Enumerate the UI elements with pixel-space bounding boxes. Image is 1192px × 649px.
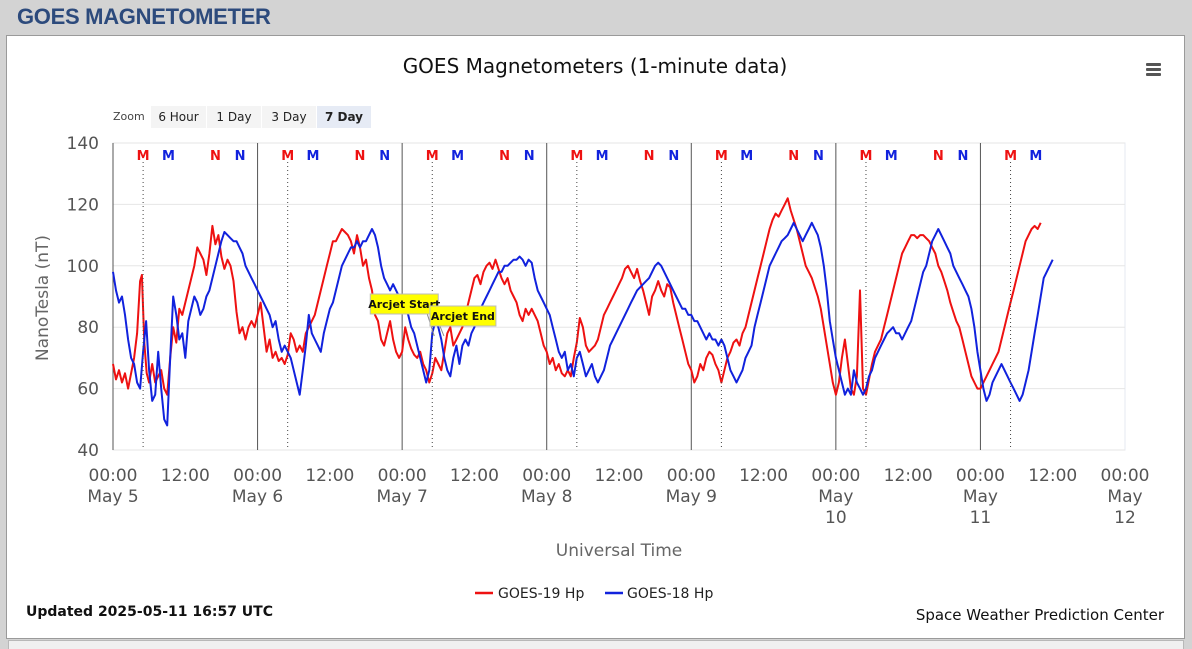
grid-lines	[113, 142, 1125, 451]
x-tick-time: 12:00	[595, 466, 644, 486]
arcjet-end-text: Arcjet End	[431, 310, 495, 323]
x-tick-time: 00:00	[378, 466, 427, 486]
x-tick-time: 12:00	[450, 466, 499, 486]
x-tick-time: 12:00	[739, 466, 788, 486]
marker-label: M	[451, 149, 464, 164]
marker-label: M	[596, 149, 609, 164]
x-tick-date: 11	[970, 508, 992, 528]
marker-label: M	[162, 149, 175, 164]
zoom-label: Zoom	[113, 110, 145, 123]
goes18-line	[112, 221, 1054, 427]
y-tick-label: 80	[77, 318, 99, 338]
goes19-line	[112, 197, 1042, 396]
chart-title: GOES Magnetometers (1-minute data)	[403, 54, 788, 78]
x-tick-date: May 5	[87, 487, 138, 507]
y-tick-label: 120	[67, 195, 99, 215]
chart-panel: GOES Magnetometers (1-minute data) Zoom …	[6, 35, 1185, 639]
page-header: GOES MAGNETOMETER	[0, 0, 1192, 34]
x-tick-time: 00:00	[811, 466, 860, 486]
marker-label: N	[788, 149, 799, 164]
x-tick-date: May	[963, 487, 998, 507]
x-tick-date: May	[1107, 487, 1142, 507]
zoom-7d-button[interactable]: 7 Day	[317, 106, 371, 128]
marker-label: N	[958, 149, 969, 164]
marker-label: N	[668, 149, 679, 164]
bottom-panel-edge	[8, 640, 1184, 649]
marker-label: M	[715, 149, 728, 164]
marker-label: N	[813, 149, 824, 164]
x-tick-time: 00:00	[667, 466, 716, 486]
y-tick-label: 40	[77, 441, 99, 461]
marker-label: N	[355, 149, 366, 164]
data-series	[112, 197, 1054, 427]
x-tick-time: 12:00	[161, 466, 210, 486]
marker-label: M	[281, 149, 294, 164]
x-tick-date: May 8	[521, 487, 572, 507]
marker-label: N	[524, 149, 535, 164]
chart-menu-icon[interactable]	[1143, 62, 1165, 80]
legend-goes18-label: GOES-18 Hp	[627, 586, 713, 602]
marker-label: M	[137, 149, 150, 164]
x-tick-date: May 7	[376, 487, 427, 507]
y-axis: 40 60 80 100 120 140	[67, 134, 99, 461]
x-tick-time: 00:00	[1101, 466, 1150, 486]
zoom-6h-label: 6 Hour	[158, 110, 198, 124]
arcjet-end-label: Arcjet End	[429, 305, 497, 327]
zoom-1d-label: 1 Day	[216, 110, 251, 124]
legend-goes18[interactable]: GOES-18 Hp	[605, 586, 713, 602]
marker-label: N	[379, 149, 390, 164]
x-tick-time: 00:00	[89, 466, 138, 486]
arcjet-start-text: Arcjet Start	[368, 298, 440, 311]
legend-goes19[interactable]: GOES-19 Hp	[475, 586, 584, 602]
zoom-1d-button[interactable]: 1 Day	[207, 106, 261, 128]
marker-label: M	[885, 149, 898, 164]
legend-goes19-label: GOES-19 Hp	[498, 586, 584, 602]
marker-label: M	[1004, 149, 1017, 164]
plot-area	[112, 142, 1126, 451]
x-tick-time: 00:00	[522, 466, 571, 486]
zoom-3d-label: 3 Day	[271, 110, 306, 124]
x-tick-time: 12:00	[884, 466, 933, 486]
marker-label: M	[740, 149, 753, 164]
updated-timestamp: Updated 2025-05-11 16:57 UTC	[26, 604, 273, 620]
credit-text: Space Weather Prediction Center	[916, 606, 1165, 624]
marker-label: M	[570, 149, 583, 164]
zoom-3d-button[interactable]: 3 Day	[262, 106, 316, 128]
day-lines	[112, 143, 981, 450]
zoom-7d-label: 7 Day	[325, 110, 363, 124]
marker-label: M	[1029, 149, 1042, 164]
zoom-6h-button[interactable]: 6 Hour	[151, 106, 206, 128]
marker-label: N	[933, 149, 944, 164]
x-tick-time: 12:00	[305, 466, 354, 486]
marker-label: M	[307, 149, 320, 164]
page-title: GOES MAGNETOMETER	[17, 4, 271, 29]
x-tick-date: 12	[1114, 508, 1136, 528]
marker-label: N	[644, 149, 655, 164]
marker-label: N	[499, 149, 510, 164]
x-tick-time: 00:00	[956, 466, 1005, 486]
magnetometer-chart: GOES Magnetometers (1-minute data) Zoom …	[26, 54, 1165, 624]
x-tick-date: May 6	[232, 487, 283, 507]
marker-label: N	[210, 149, 221, 164]
x-tick-time: 00:00	[233, 466, 282, 486]
marker-label: M	[426, 149, 439, 164]
y-tick-label: 60	[77, 380, 99, 400]
arcjet-end-connector	[439, 325, 445, 337]
marker-label: N	[235, 149, 246, 164]
y-tick-label: 100	[67, 257, 99, 277]
x-tick-date: 10	[825, 508, 847, 528]
arcjet-start-label: Arcjet Start	[368, 293, 440, 315]
y-axis-title: NanoTesla (nT)	[33, 235, 53, 361]
x-tick-time: 12:00	[1028, 466, 1077, 486]
marker-label: M	[860, 149, 873, 164]
x-axis-title: Universal Time	[556, 541, 682, 561]
x-tick-date: May 9	[666, 487, 717, 507]
x-tick-date: May	[818, 487, 853, 507]
y-tick-label: 140	[67, 134, 99, 154]
